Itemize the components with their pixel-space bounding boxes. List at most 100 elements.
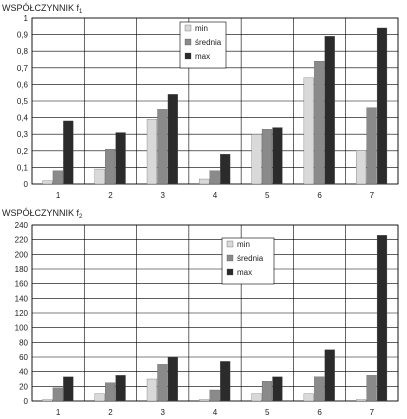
bar-min-cat-3 — [146, 378, 158, 402]
bar-min-cat-2 — [94, 168, 105, 185]
legend-swatch — [184, 52, 192, 60]
bar-srednia-cat-4 — [209, 170, 220, 185]
bar-min-cat-5 — [251, 393, 262, 402]
x-tick-label: 1 — [56, 191, 61, 200]
chart-2-legend: min średnia max — [221, 237, 275, 285]
legend-label: max — [195, 52, 210, 61]
x-tick-label: 4 — [213, 408, 218, 417]
bar-max-cat-1 — [63, 376, 74, 402]
y-tick-label: 180 — [15, 265, 29, 274]
legend-swatch — [184, 24, 192, 32]
x-tick-label: 6 — [317, 191, 322, 200]
chart-1: WSPÓŁCZYNNIK f1 0 0,1 0,2 0,3 0,4 0,5 0,6 0,7 0,… — [2, 3, 399, 200]
y-tick-label: 0 — [24, 397, 29, 406]
chart-1-x-ticks: 1 2 3 4 5 6 7 — [56, 191, 375, 200]
bar-srednia-cat-6 — [314, 61, 325, 185]
y-tick-label: 0,6 — [17, 80, 29, 89]
bar-srednia-cat-2 — [105, 382, 116, 402]
x-tick-label: 6 — [317, 408, 322, 417]
x-tick-label: 2 — [108, 408, 113, 417]
bar-max-cat-7 — [376, 235, 388, 402]
chart-2-y-ticks: 0 20 40 60 80 100 120 140 160 180 200 220 240 — [15, 221, 29, 406]
chart-2-x-ticks: 1 2 3 4 5 6 7 — [56, 408, 375, 417]
y-tick-label: 120 — [15, 309, 29, 318]
bar-max-cat-5 — [272, 127, 283, 185]
y-tick-label: 100 — [15, 324, 29, 333]
bar-max-cat-6 — [324, 349, 335, 402]
chart-1-bars — [42, 27, 388, 185]
y-tick-label: 140 — [15, 294, 29, 303]
legend-label: min — [195, 24, 208, 33]
bar-srednia-cat-7 — [366, 375, 377, 402]
legend-label: max — [237, 268, 252, 277]
bar-srednia-cat-6 — [314, 376, 325, 402]
bar-max-cat-4 — [220, 361, 231, 402]
bar-max-cat-5 — [272, 376, 283, 402]
x-tick-label: 7 — [370, 408, 375, 417]
x-tick-label: 1 — [56, 408, 61, 417]
y-tick-label: 0,8 — [17, 47, 29, 56]
y-tick-label: 160 — [15, 280, 29, 289]
bar-min-cat-2 — [94, 393, 105, 402]
bar-srednia-cat-3 — [157, 364, 168, 402]
x-tick-label: 5 — [265, 408, 270, 417]
y-tick-label: 60 — [19, 353, 28, 362]
bar-min-cat-5 — [251, 134, 262, 185]
bar-srednia-cat-4 — [209, 389, 220, 402]
legend-swatch — [184, 38, 192, 46]
x-tick-label: 4 — [213, 191, 218, 200]
bar-max-cat-3 — [167, 356, 178, 402]
bar-min-cat-6 — [303, 393, 314, 402]
bar-min-cat-1 — [42, 180, 53, 185]
legend-swatch — [226, 240, 234, 248]
bar-min-cat-4 — [199, 399, 210, 402]
bar-srednia-cat-2 — [105, 148, 116, 185]
chart-1-legend: min średnia max — [179, 21, 227, 69]
bar-min-cat-6 — [303, 77, 314, 185]
bar-srednia-cat-5 — [261, 129, 273, 185]
y-tick-label: 0,3 — [17, 130, 29, 139]
bar-min-cat-1 — [42, 399, 53, 402]
x-tick-label: 5 — [265, 191, 270, 200]
bar-srednia-cat-1 — [52, 387, 63, 402]
legend-label: średnia — [195, 38, 222, 47]
chart-2-bars — [42, 235, 388, 402]
bar-max-cat-3 — [167, 94, 178, 185]
y-tick-label: 20 — [19, 382, 28, 391]
bar-max-cat-4 — [220, 153, 231, 185]
y-tick-label: 200 — [15, 250, 29, 259]
y-tick-label: 0,2 — [17, 147, 29, 156]
bar-max-cat-7 — [376, 27, 388, 185]
chart-1-title: WSPÓŁCZYNNIK f1 — [2, 3, 83, 15]
y-tick-label: 220 — [15, 236, 29, 245]
bar-srednia-cat-3 — [157, 109, 168, 185]
bar-max-cat-2 — [115, 375, 126, 402]
y-tick-label: 0 — [24, 180, 29, 189]
y-tick-label: 0,9 — [17, 31, 29, 40]
chart-2-title: WSPÓŁCZYNNIK f2 — [2, 208, 83, 220]
y-tick-label: 1 — [24, 14, 29, 23]
bar-min-cat-4 — [199, 178, 210, 185]
chart-2-gridlines — [31, 224, 399, 402]
bar-min-cat-7 — [356, 150, 367, 185]
x-tick-label: 3 — [160, 408, 165, 417]
x-tick-label: 7 — [370, 191, 375, 200]
y-tick-label: 40 — [19, 368, 28, 377]
bar-srednia-cat-1 — [52, 170, 63, 185]
y-tick-label: 0,4 — [17, 114, 29, 123]
chart-1-y-ticks: 0 0,1 0,2 0,3 0,4 0,5 0,6 0,7 0,8 0,9 1 — [17, 14, 29, 189]
legend-label: średnia — [237, 254, 264, 263]
bar-min-cat-7 — [356, 399, 367, 402]
bar-srednia-cat-7 — [366, 107, 377, 185]
x-tick-label: 3 — [160, 191, 165, 200]
bar-max-cat-1 — [63, 120, 74, 185]
y-tick-label: 0,7 — [17, 64, 29, 73]
bar-srednia-cat-5 — [261, 381, 273, 402]
x-tick-label: 2 — [108, 191, 113, 200]
bar-max-cat-2 — [115, 132, 126, 185]
legend-swatch — [226, 268, 234, 276]
y-tick-label: 80 — [19, 338, 28, 347]
y-tick-label: 0,1 — [17, 163, 29, 172]
y-tick-label: 240 — [15, 221, 29, 230]
